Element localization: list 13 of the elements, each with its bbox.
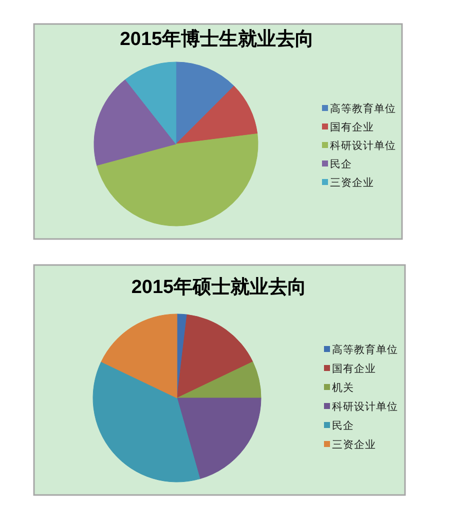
chart-title: 2015年硕士就业去向 [131,276,307,298]
legend-label: 国有企业 [332,362,376,375]
chart-title: 2015年博士生就业去向 [120,28,314,50]
legend-label: 科研设计单位 [332,400,398,413]
legend-label: 高等教育单位 [332,343,398,356]
legend-label: 国有企业 [330,120,374,134]
legend-label: 三资企业 [330,176,374,189]
legend-label: 三资企业 [332,438,376,451]
legend-label: 科研设计单位 [330,139,396,152]
legend-label: 民企 [332,420,354,432]
legend-label: 民企 [330,158,352,170]
legend-label: 高等教育单位 [330,102,396,115]
legend-label: 机关 [332,381,354,394]
